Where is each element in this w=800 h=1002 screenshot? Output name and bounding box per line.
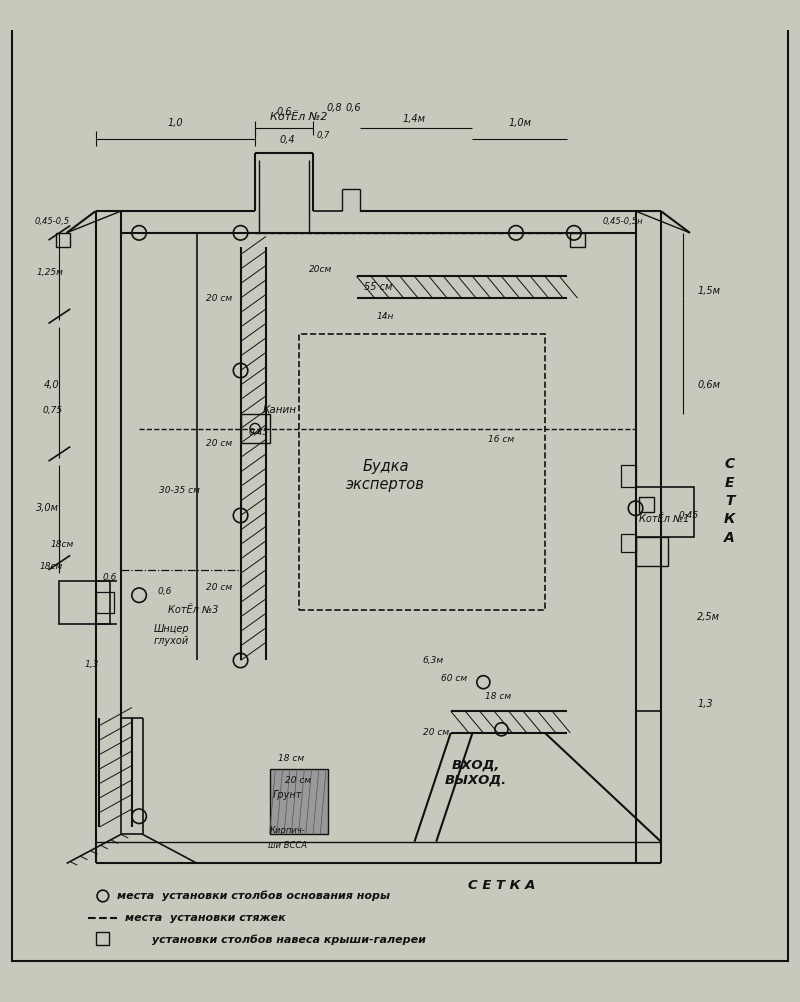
Text: 14н: 14н bbox=[377, 312, 394, 321]
Text: 0,45: 0,45 bbox=[249, 428, 269, 437]
Text: 0,6: 0,6 bbox=[158, 587, 171, 596]
Text: 0,45-0,5: 0,45-0,5 bbox=[34, 217, 70, 226]
Text: 60 см: 60 см bbox=[442, 674, 467, 683]
Text: КотЁл №3: КотЁл №3 bbox=[168, 605, 218, 614]
Bar bbox=[298, 335, 545, 609]
Bar bbox=[635, 537, 668, 566]
Bar bbox=[635, 487, 694, 537]
Text: 1,3: 1,3 bbox=[697, 699, 713, 709]
Text: 18 см: 18 см bbox=[278, 754, 304, 763]
Bar bbox=[621, 534, 635, 552]
Text: 30-35 см: 30-35 см bbox=[158, 486, 199, 495]
Bar bbox=[621, 465, 635, 487]
Text: 0,45-0,5н: 0,45-0,5н bbox=[603, 217, 643, 226]
Text: Шнцер
глухой: Шнцер глухой bbox=[154, 624, 190, 646]
Text: 0,4: 0,4 bbox=[280, 135, 295, 145]
Text: 0,45: 0,45 bbox=[679, 511, 699, 520]
Text: 4,0: 4,0 bbox=[44, 380, 59, 390]
Text: 0,6: 0,6 bbox=[103, 572, 118, 581]
Text: 20 см: 20 см bbox=[206, 439, 232, 448]
Text: 20 см: 20 см bbox=[286, 776, 311, 785]
Text: 0,6: 0,6 bbox=[276, 107, 292, 117]
Text: 1,0: 1,0 bbox=[167, 118, 183, 128]
Bar bbox=[96, 591, 114, 613]
Text: С
Е
Т
К
А: С Е Т К А bbox=[724, 457, 735, 545]
Text: 20 см: 20 см bbox=[206, 583, 232, 592]
Text: установки столбов навеса крыши-галереи: установки столбов навеса крыши-галереи bbox=[118, 934, 426, 945]
Text: места  установки столбов основания норы: места установки столбов основания норы bbox=[118, 891, 390, 901]
Text: 0,6: 0,6 bbox=[345, 103, 361, 113]
Text: 1,3: 1,3 bbox=[85, 659, 99, 668]
Bar bbox=[270, 770, 327, 835]
Text: 18см: 18см bbox=[40, 562, 63, 571]
Text: 1,4м: 1,4м bbox=[403, 114, 426, 124]
Text: 55 см: 55 см bbox=[364, 283, 393, 293]
Text: Будка
экспертов: Будка экспертов bbox=[346, 460, 425, 492]
Text: 1,5м: 1,5м bbox=[697, 286, 720, 296]
Text: ВХОД,
ВЫХОД.: ВХОД, ВЫХОД. bbox=[445, 759, 507, 787]
Text: 0,75: 0,75 bbox=[43, 406, 63, 415]
Text: Кирпич-: Кирпич- bbox=[270, 827, 306, 836]
Text: 20см: 20см bbox=[309, 265, 332, 274]
Text: 2,5м: 2,5м bbox=[697, 612, 720, 622]
Text: С Е Т К А: С Е Т К А bbox=[468, 879, 535, 892]
Text: 20 см: 20 см bbox=[423, 728, 450, 737]
Text: Грунт: Грунт bbox=[273, 790, 302, 800]
Text: Канин: Канин bbox=[262, 406, 296, 416]
Bar bbox=[241, 414, 270, 443]
Bar bbox=[570, 232, 585, 247]
Text: 0,8: 0,8 bbox=[327, 103, 342, 113]
Text: 18 см: 18 см bbox=[485, 692, 511, 701]
Text: 1,25м: 1,25м bbox=[36, 269, 63, 278]
Text: КотЁл №1: КотЁл №1 bbox=[639, 514, 690, 524]
Text: 0,7: 0,7 bbox=[317, 130, 330, 139]
Bar bbox=[96, 932, 109, 945]
Bar bbox=[56, 232, 70, 247]
Text: 1,0м: 1,0м bbox=[508, 118, 531, 128]
Bar bbox=[639, 497, 654, 512]
Bar bbox=[59, 581, 110, 624]
Text: 3,0м: 3,0м bbox=[36, 503, 59, 513]
Text: 20 см: 20 см bbox=[206, 294, 232, 303]
Text: 6,3м: 6,3м bbox=[422, 656, 443, 665]
Text: места  установки стяжек: места установки стяжек bbox=[125, 913, 286, 923]
Text: КотЁл №2: КотЁл №2 bbox=[270, 112, 327, 122]
Text: 0,6м: 0,6м bbox=[697, 380, 720, 390]
Text: 16 см: 16 см bbox=[489, 435, 514, 444]
Text: ши ВССА: ши ВССА bbox=[268, 841, 307, 850]
Text: 18см: 18см bbox=[50, 540, 74, 549]
